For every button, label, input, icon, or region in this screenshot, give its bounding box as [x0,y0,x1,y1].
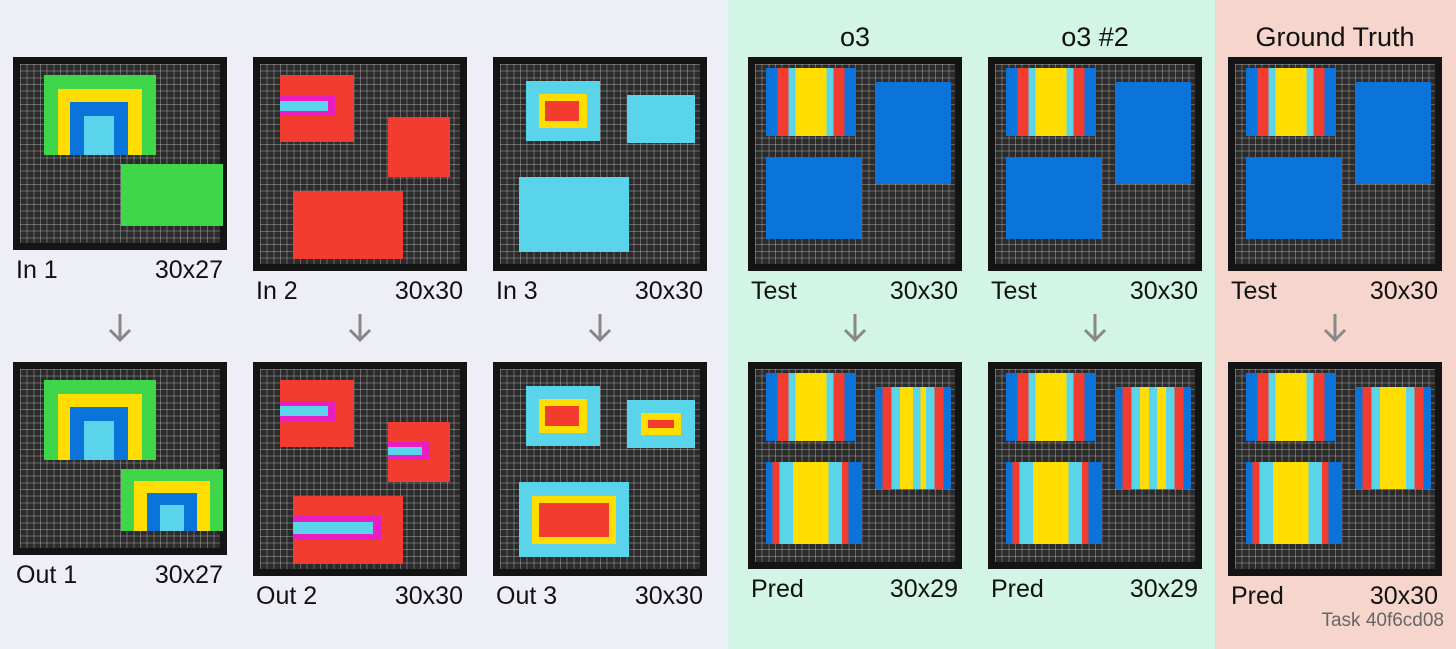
arrow-down-icon [588,314,612,343]
task-id: Task 40f6cd08 [1321,610,1444,631]
truth-pred-size: 30x30 [1369,582,1438,610]
striped-block [766,68,856,136]
o3-2-pred-size: 30x29 [1129,575,1198,603]
o3-header: o3 [839,22,871,52]
o3-2-test-size: 30x30 [1129,277,1198,305]
in-3-label: In 3 [496,277,538,305]
block-cyan [280,406,328,416]
truth-test-label: Test [1231,277,1277,305]
arrow-down-icon [108,314,132,343]
block-red [388,117,450,177]
arrow-down-icon [843,314,867,343]
striped-block [1006,373,1096,441]
block-cyan [84,421,114,460]
truth-test-grid [1228,57,1442,271]
block-green-plain [121,164,223,226]
o3-test-grid [748,57,962,271]
block-blue [1115,82,1191,184]
block-blue [875,82,951,184]
out-3-size: 30x30 [634,582,703,610]
in-1-size: 30x27 [154,256,223,284]
block-cyan [280,101,328,111]
o3-test-label: Test [751,277,797,305]
striped-block [1355,387,1431,489]
striped-block [1246,462,1342,544]
o3-test-size: 30x30 [889,277,958,305]
striped-block [1115,387,1191,489]
o3-2-pred-label: Pred [991,575,1044,603]
truth-pred-label: Pred [1231,582,1284,610]
block-red [539,503,609,537]
arrow-down-icon [1083,314,1107,343]
truth-test-size: 30x30 [1369,277,1438,305]
arrow-down-icon [1323,314,1347,343]
input-grid-1 [13,57,227,250]
o3-pred-size: 30x29 [889,575,958,603]
o3-2-pred-grid [988,362,1202,569]
block-red [293,191,403,259]
striped-block [766,373,856,441]
input-grid-3 [493,57,707,271]
striped-block [1006,462,1102,544]
block-cyan [84,116,114,155]
in-3-size: 30x30 [634,277,703,305]
block-cyan [519,177,629,252]
block-cyan [388,447,422,455]
striped-block [1006,68,1096,136]
striped-block [1246,68,1336,136]
block-red [545,406,579,426]
output-grid-3 [493,362,707,576]
o3-2-test-grid [988,57,1202,271]
o3-pred-label: Pred [751,575,804,603]
output-grid-2 [253,362,467,576]
in-2-label: In 2 [256,277,298,305]
out-1-size: 30x27 [154,561,223,589]
block-blue [1246,157,1342,239]
ground-truth-header: Ground Truth [1255,22,1415,52]
block-blue [766,157,862,239]
block-cyan [160,505,184,531]
arrow-down-icon [348,314,372,343]
truth-pred-grid [1228,362,1442,576]
block-red [545,101,579,121]
output-grid-1 [13,362,227,555]
o3-2-header: o3 #2 [1061,22,1129,52]
o3-2-test-label: Test [991,277,1037,305]
block-cyan [627,95,695,143]
striped-block [766,462,862,544]
striped-block [875,387,951,489]
block-blue [1006,157,1102,239]
block-cyan [293,522,373,534]
out-1-label: Out 1 [16,561,78,589]
input-grid-2 [253,57,467,271]
o3-pred-grid [748,362,962,569]
out-2-size: 30x30 [394,582,463,610]
striped-block [1246,373,1336,441]
in-2-size: 30x30 [394,277,463,305]
block-red [648,420,674,428]
out-2-label: Out 2 [256,582,318,610]
in-1-label: In 1 [16,256,58,284]
out-3-label: Out 3 [496,582,558,610]
block-blue [1355,82,1431,184]
